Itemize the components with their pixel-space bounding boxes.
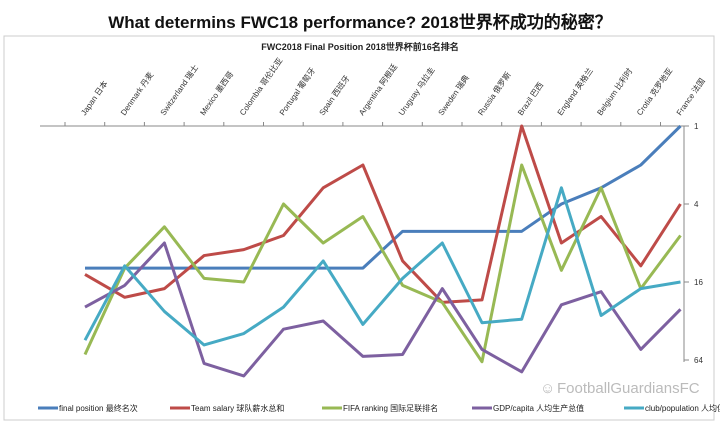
legend-label: club/population 人均俱乐部数量 [645,403,720,413]
x-tick-label: Portugal 葡萄牙 [277,66,317,118]
x-tick-label: Spain 西班牙 [317,73,352,117]
x-tick-label: France 法国 [674,76,707,117]
x-tick-label: England 英格兰 [555,66,595,117]
x-tick-label: Brazil 巴西 [516,81,545,117]
x-tick-label: Denmark 丹麦 [118,70,155,117]
y-tick-label: 1 [694,122,699,131]
x-tick-label: Mexico 墨西哥 [198,70,235,117]
x-tick-label: Crotia 克罗地亚 [634,66,674,117]
watermark-text: FootballGuardiansFC [557,380,700,397]
chart-subtitle: FWC2018 Final Position 2018世界杯前16名排名 [261,41,459,52]
x-tick-label: Argentina 阿根廷 [356,62,399,117]
x-tick-label: Colombia 哥伦比亚 [237,56,284,117]
series-line-0 [85,124,682,270]
x-tick-label: Japan 日本 [78,79,109,118]
y-tick-label: 64 [694,356,703,365]
chart-title: What determins FWC18 performance? 2018世界… [108,13,612,32]
y-tick-label: 16 [694,278,703,287]
x-tick-label: Sweden 瑞典 [436,73,471,117]
legend-label: final position 最终名次 [59,403,138,413]
x-tick-label: Uruguay 乌拉圭 [396,65,437,117]
legend-label: FIFA ranking 国际足联排名 [343,403,438,413]
chart-border [3,35,715,421]
watermark-icon: ☺ [540,380,555,397]
series-line-3 [84,241,682,378]
series-line-2 [83,163,682,364]
series-line-4 [83,186,681,347]
x-tick-label: Belgium 比利时 [595,66,635,117]
legend-label: GDP/capita 人均生产总值 [493,403,584,413]
legend-label: Team salary 球队薪水总和 [191,403,284,413]
x-tick-label: Switzerland 瑞士 [158,63,200,118]
y-tick-label: 4 [694,200,699,209]
x-tick-label: Russia 俄罗斯 [475,70,512,117]
